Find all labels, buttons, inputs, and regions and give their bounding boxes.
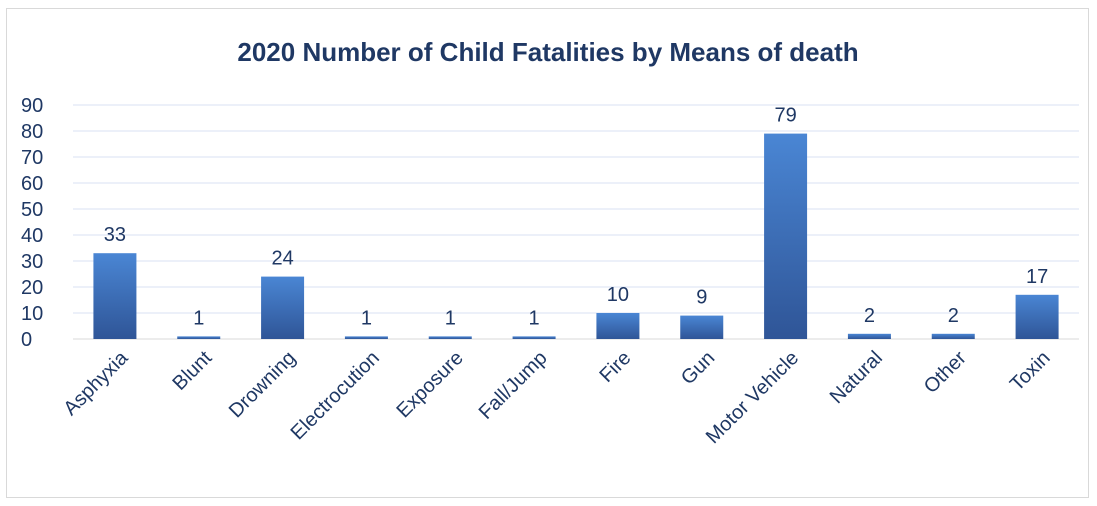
bar — [344, 336, 388, 339]
data-label: 33 — [104, 224, 126, 246]
data-label: 10 — [607, 284, 629, 306]
data-label: 2 — [864, 305, 875, 327]
y-tick-label: 40 — [21, 225, 43, 247]
bar — [847, 333, 891, 339]
bar — [261, 276, 305, 339]
category-label: Drowning — [225, 347, 300, 422]
category-label: Electrocution — [287, 347, 384, 444]
bar — [1015, 294, 1059, 339]
chart-title: 2020 Number of Child Fatalities by Means… — [237, 37, 858, 67]
data-label: 17 — [1026, 266, 1048, 288]
category-label: Natural — [826, 347, 887, 408]
y-tick-label: 90 — [21, 95, 43, 117]
bar — [931, 333, 975, 339]
category-label: Toxin — [1006, 347, 1055, 396]
bar — [512, 336, 556, 339]
bar — [93, 253, 137, 339]
bar — [596, 313, 640, 339]
data-label: 1 — [445, 307, 456, 329]
y-tick-label: 20 — [21, 277, 43, 299]
data-label: 24 — [271, 248, 293, 270]
y-tick-label: 70 — [21, 147, 43, 169]
bar — [680, 315, 724, 339]
y-tick-label: 60 — [21, 173, 43, 195]
category-label: Exposure — [392, 347, 467, 422]
y-tick-label: 0 — [21, 329, 32, 351]
category-label: Fall/Jump — [475, 347, 552, 424]
y-tick-label: 30 — [21, 251, 43, 273]
data-label: 1 — [361, 307, 372, 329]
y-axis-ticks: 0 10 20 30 40 50 60 70 80 90 — [21, 95, 43, 351]
data-label: 9 — [696, 287, 707, 309]
gridlines — [73, 104, 1079, 340]
bar — [428, 336, 472, 339]
y-tick-label: 80 — [21, 121, 43, 143]
y-tick-label: 50 — [21, 199, 43, 221]
category-label: Gun — [677, 347, 719, 389]
bars — [93, 133, 1059, 339]
category-label: Fire — [596, 347, 636, 387]
category-label: Other — [920, 347, 971, 398]
chart-frame: 2020 Number of Child Fatalities by Means… — [6, 8, 1089, 498]
data-label: 1 — [529, 307, 540, 329]
data-label: 79 — [774, 105, 796, 127]
bar — [764, 133, 808, 339]
category-label: Blunt — [168, 347, 216, 395]
data-label: 1 — [193, 307, 204, 329]
bar — [177, 336, 221, 339]
category-label: Asphyxia — [60, 346, 134, 420]
y-tick-label: 10 — [21, 303, 43, 325]
bar-chart: 2020 Number of Child Fatalities by Means… — [21, 37, 1079, 448]
data-label: 2 — [948, 305, 959, 327]
